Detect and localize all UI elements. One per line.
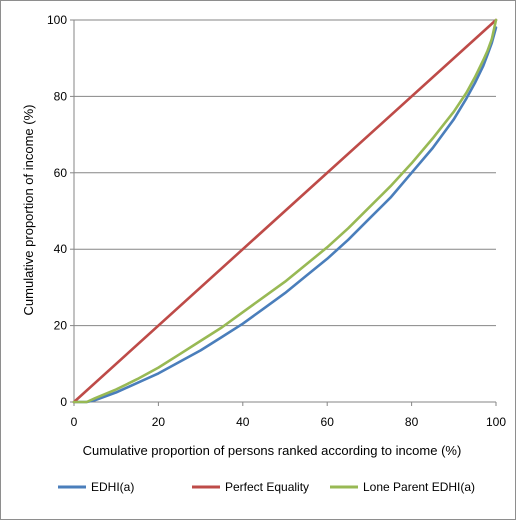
axes <box>70 19 497 406</box>
y-axis-title: Cumulative proportion of income (%) <box>21 105 36 316</box>
x-tick-label-60: 60 <box>321 415 335 429</box>
y-tick-labels: 0 20 40 60 80 100 <box>47 13 67 409</box>
series-line-3 <box>72 18 498 404</box>
legend-label-1: EDHI(a) <box>91 480 134 494</box>
y-tick-label-0: 0 <box>60 395 67 409</box>
y-tick-label-60: 60 <box>54 166 68 180</box>
gridlines <box>74 19 496 327</box>
series-line-1 <box>72 26 498 404</box>
series-lines <box>72 18 498 404</box>
y-tick-label-80: 80 <box>54 89 68 103</box>
series-line-2 <box>72 18 498 404</box>
y-tick-label-100: 100 <box>47 13 67 27</box>
y-tick-label-40: 40 <box>54 242 68 256</box>
legend-label-3: Lone Parent EDHI(a) <box>363 480 475 494</box>
legend-label-2: Perfect Equality <box>225 480 309 494</box>
x-axis-title: Cumulative proportion of persons ranked … <box>83 443 462 458</box>
x-tick-labels: 0 20 40 60 80 100 <box>71 415 507 429</box>
x-tick-label-20: 20 <box>152 415 166 429</box>
x-tick-label-40: 40 <box>236 415 250 429</box>
x-tick-label-0: 0 <box>71 415 78 429</box>
x-tick-label-100: 100 <box>486 415 506 429</box>
y-tick-label-20: 20 <box>54 319 68 333</box>
legend: EDHI(a) Perfect Equality Lone Parent EDHI(… <box>58 480 475 494</box>
x-tick-label-80: 80 <box>405 415 419 429</box>
